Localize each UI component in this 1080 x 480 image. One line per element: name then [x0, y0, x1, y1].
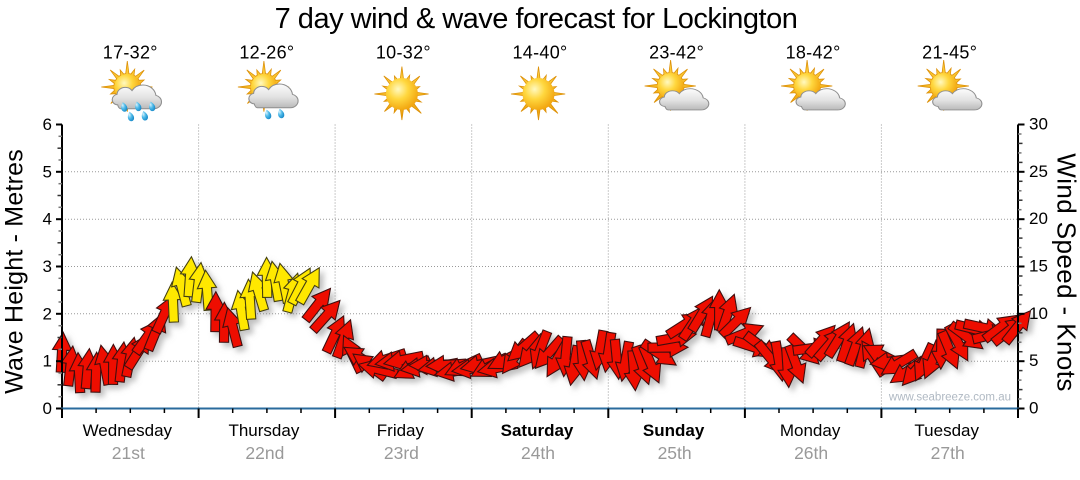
svg-text:23rd: 23rd [384, 443, 419, 463]
svg-text:14-40°: 14-40° [512, 43, 567, 63]
svg-text:20: 20 [1029, 209, 1048, 228]
svg-text:23-42°: 23-42° [649, 43, 704, 63]
svg-text:30: 30 [1029, 115, 1048, 134]
svg-text:22nd: 22nd [245, 443, 284, 463]
svg-text:10: 10 [1029, 304, 1048, 323]
svg-text:Sunday: Sunday [643, 421, 705, 440]
svg-text:18-42°: 18-42° [786, 43, 841, 63]
svg-text:Wave Height - Metres: Wave Height - Metres [1, 149, 29, 394]
svg-text:12-26°: 12-26° [239, 43, 294, 63]
svg-text:5: 5 [1029, 351, 1038, 370]
svg-text:24th: 24th [521, 443, 555, 463]
svg-text:Monday: Monday [780, 421, 841, 440]
svg-text:Saturday: Saturday [501, 421, 574, 440]
svg-text:0: 0 [1029, 399, 1038, 418]
svg-text:4: 4 [43, 210, 52, 229]
svg-text:0: 0 [43, 399, 52, 418]
svg-text:Tuesday: Tuesday [914, 421, 979, 440]
svg-text:21st: 21st [112, 443, 145, 463]
svg-text:1: 1 [43, 352, 52, 371]
svg-text:17-32°: 17-32° [103, 43, 158, 63]
svg-text:10-32°: 10-32° [376, 43, 431, 63]
svg-text:Wind Speed - Knots: Wind Speed - Knots [1052, 153, 1080, 391]
svg-text:3: 3 [43, 257, 52, 276]
svg-text:Wednesday: Wednesday [83, 421, 173, 440]
svg-text:15: 15 [1029, 257, 1048, 276]
svg-text:7 day wind & wave forecast for: 7 day wind & wave forecast for Lockingto… [275, 3, 798, 35]
svg-text:Friday: Friday [377, 421, 425, 440]
svg-text:www.seabreeze.com.au: www.seabreeze.com.au [888, 392, 1011, 404]
svg-text:2: 2 [43, 304, 52, 323]
svg-text:26th: 26th [794, 443, 828, 463]
svg-text:25th: 25th [658, 443, 692, 463]
svg-text:5: 5 [43, 162, 52, 181]
svg-text:25: 25 [1029, 162, 1048, 181]
svg-text:21-45°: 21-45° [922, 43, 977, 63]
svg-text:Thursday: Thursday [228, 421, 299, 440]
svg-text:27th: 27th [931, 443, 965, 463]
svg-text:6: 6 [43, 115, 52, 134]
